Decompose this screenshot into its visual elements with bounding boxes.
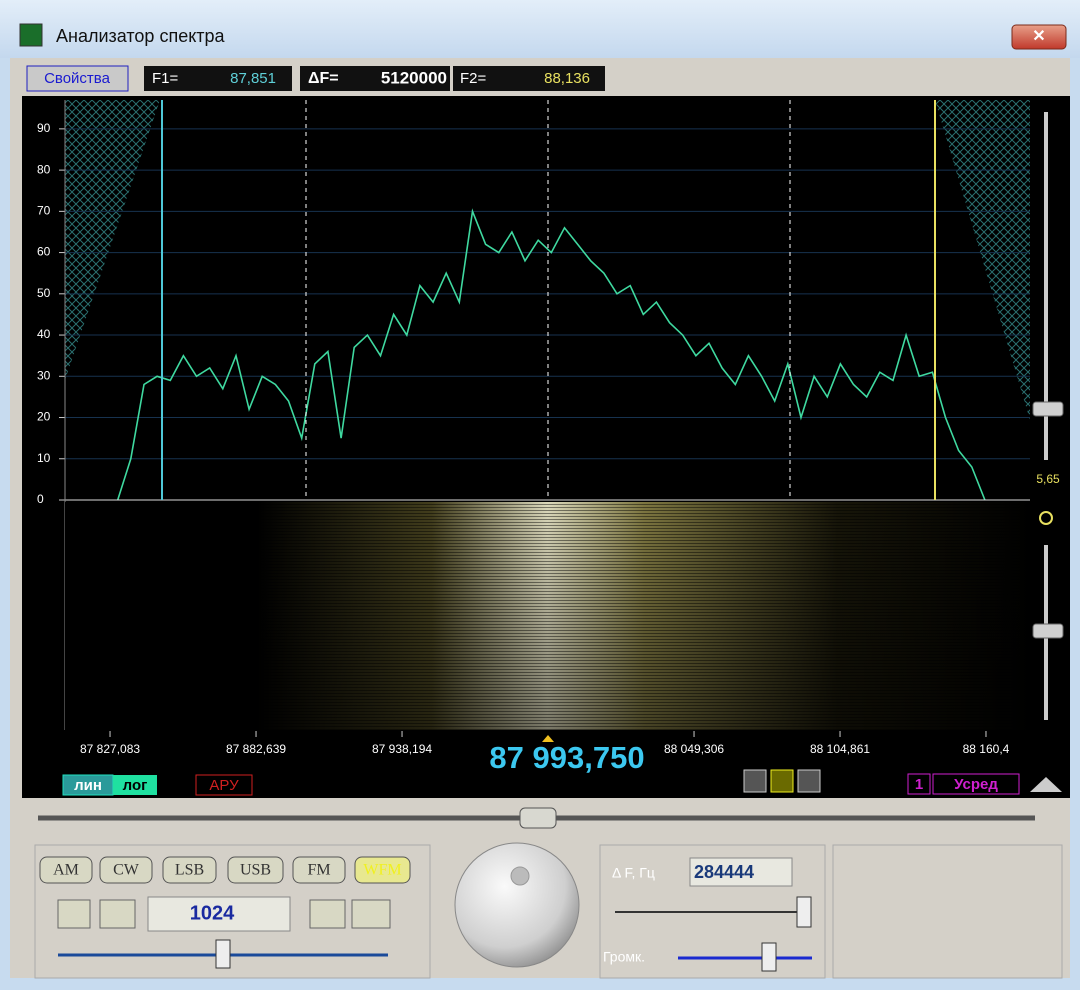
grid-vertical-button[interactable]: [771, 770, 793, 792]
volume-slider-thumb[interactable]: [762, 943, 776, 971]
f1-label: F1=: [152, 70, 179, 87]
mode-label: LSB: [175, 862, 204, 879]
gain-value: 5,65: [1036, 472, 1060, 486]
y-tick-label: 50: [37, 286, 51, 300]
close-icon: ✕: [1032, 28, 1045, 45]
rewind-button[interactable]: [58, 900, 90, 928]
y-tick-label: 0: [37, 492, 44, 506]
x-tick-label: 87 882,639: [226, 742, 286, 756]
knob-dimple: [511, 867, 529, 885]
y-tick-label: 60: [37, 245, 51, 259]
gain-slider-thumb[interactable]: [1033, 402, 1063, 416]
window-title: Анализатор спектра: [56, 26, 226, 46]
properties-label: Свойства: [44, 70, 111, 87]
y-tick-label: 90: [37, 121, 51, 135]
volume-label: Громк.: [603, 949, 645, 965]
f2-label: F2=: [460, 70, 487, 87]
y-tick-label: 20: [37, 410, 51, 424]
mode-label: USB: [240, 862, 271, 879]
fft-slider-thumb[interactable]: [216, 940, 230, 968]
prev-button[interactable]: [100, 900, 135, 928]
lin-label: лин: [74, 777, 102, 794]
app-icon: [20, 24, 42, 46]
mode-label: FM: [307, 862, 330, 879]
x-tick-label: 87 827,083: [80, 742, 140, 756]
next-button[interactable]: [310, 900, 345, 928]
x-tick-label: 88 104,861: [810, 742, 870, 756]
delta-f-label: Δ F, Гц: [612, 865, 655, 881]
average-label: Усред: [954, 776, 998, 793]
y-tick-label: 70: [37, 204, 51, 218]
y-tick-label: 30: [37, 368, 51, 382]
spectrum-analyzer-window: Анализатор спектра ✕ Свойства F1= 87,851…: [0, 0, 1080, 990]
x-tick-label: 87 938,194: [372, 742, 432, 756]
average-count: 1: [915, 776, 923, 793]
brightness-slider-thumb[interactable]: [1033, 624, 1063, 638]
df-label: ΔF=: [308, 70, 339, 87]
y-tick-label: 40: [37, 327, 51, 341]
mode-label: WFM: [363, 862, 401, 879]
delta-f-slider-thumb[interactable]: [797, 897, 811, 927]
grid-horizontal-button[interactable]: [798, 770, 820, 792]
tuning-slider-thumb[interactable]: [520, 808, 556, 828]
df-value: 5120000: [381, 68, 447, 87]
center-frequency: 87 993,750: [489, 740, 644, 775]
mode-label: AM: [53, 862, 79, 879]
forward-button[interactable]: [352, 900, 390, 928]
fft-size: 1024: [190, 902, 235, 924]
x-tick-label: 88 049,306: [664, 742, 724, 756]
delta-f-value: 284444: [694, 862, 754, 882]
f2-value: 88,136: [544, 70, 590, 87]
tuning-knob[interactable]: [455, 843, 579, 967]
waterfall-shade: [65, 502, 1030, 730]
x-tick-label: 88 160,4: [963, 742, 1010, 756]
mode-label: CW: [113, 862, 140, 879]
y-tick-label: 10: [37, 451, 51, 465]
y-tick-label: 80: [37, 162, 51, 176]
agc-label: АРУ: [209, 777, 239, 794]
grid-cross-button[interactable]: [744, 770, 766, 792]
log-label: лог: [123, 777, 148, 794]
f1-value: 87,851: [230, 70, 276, 87]
